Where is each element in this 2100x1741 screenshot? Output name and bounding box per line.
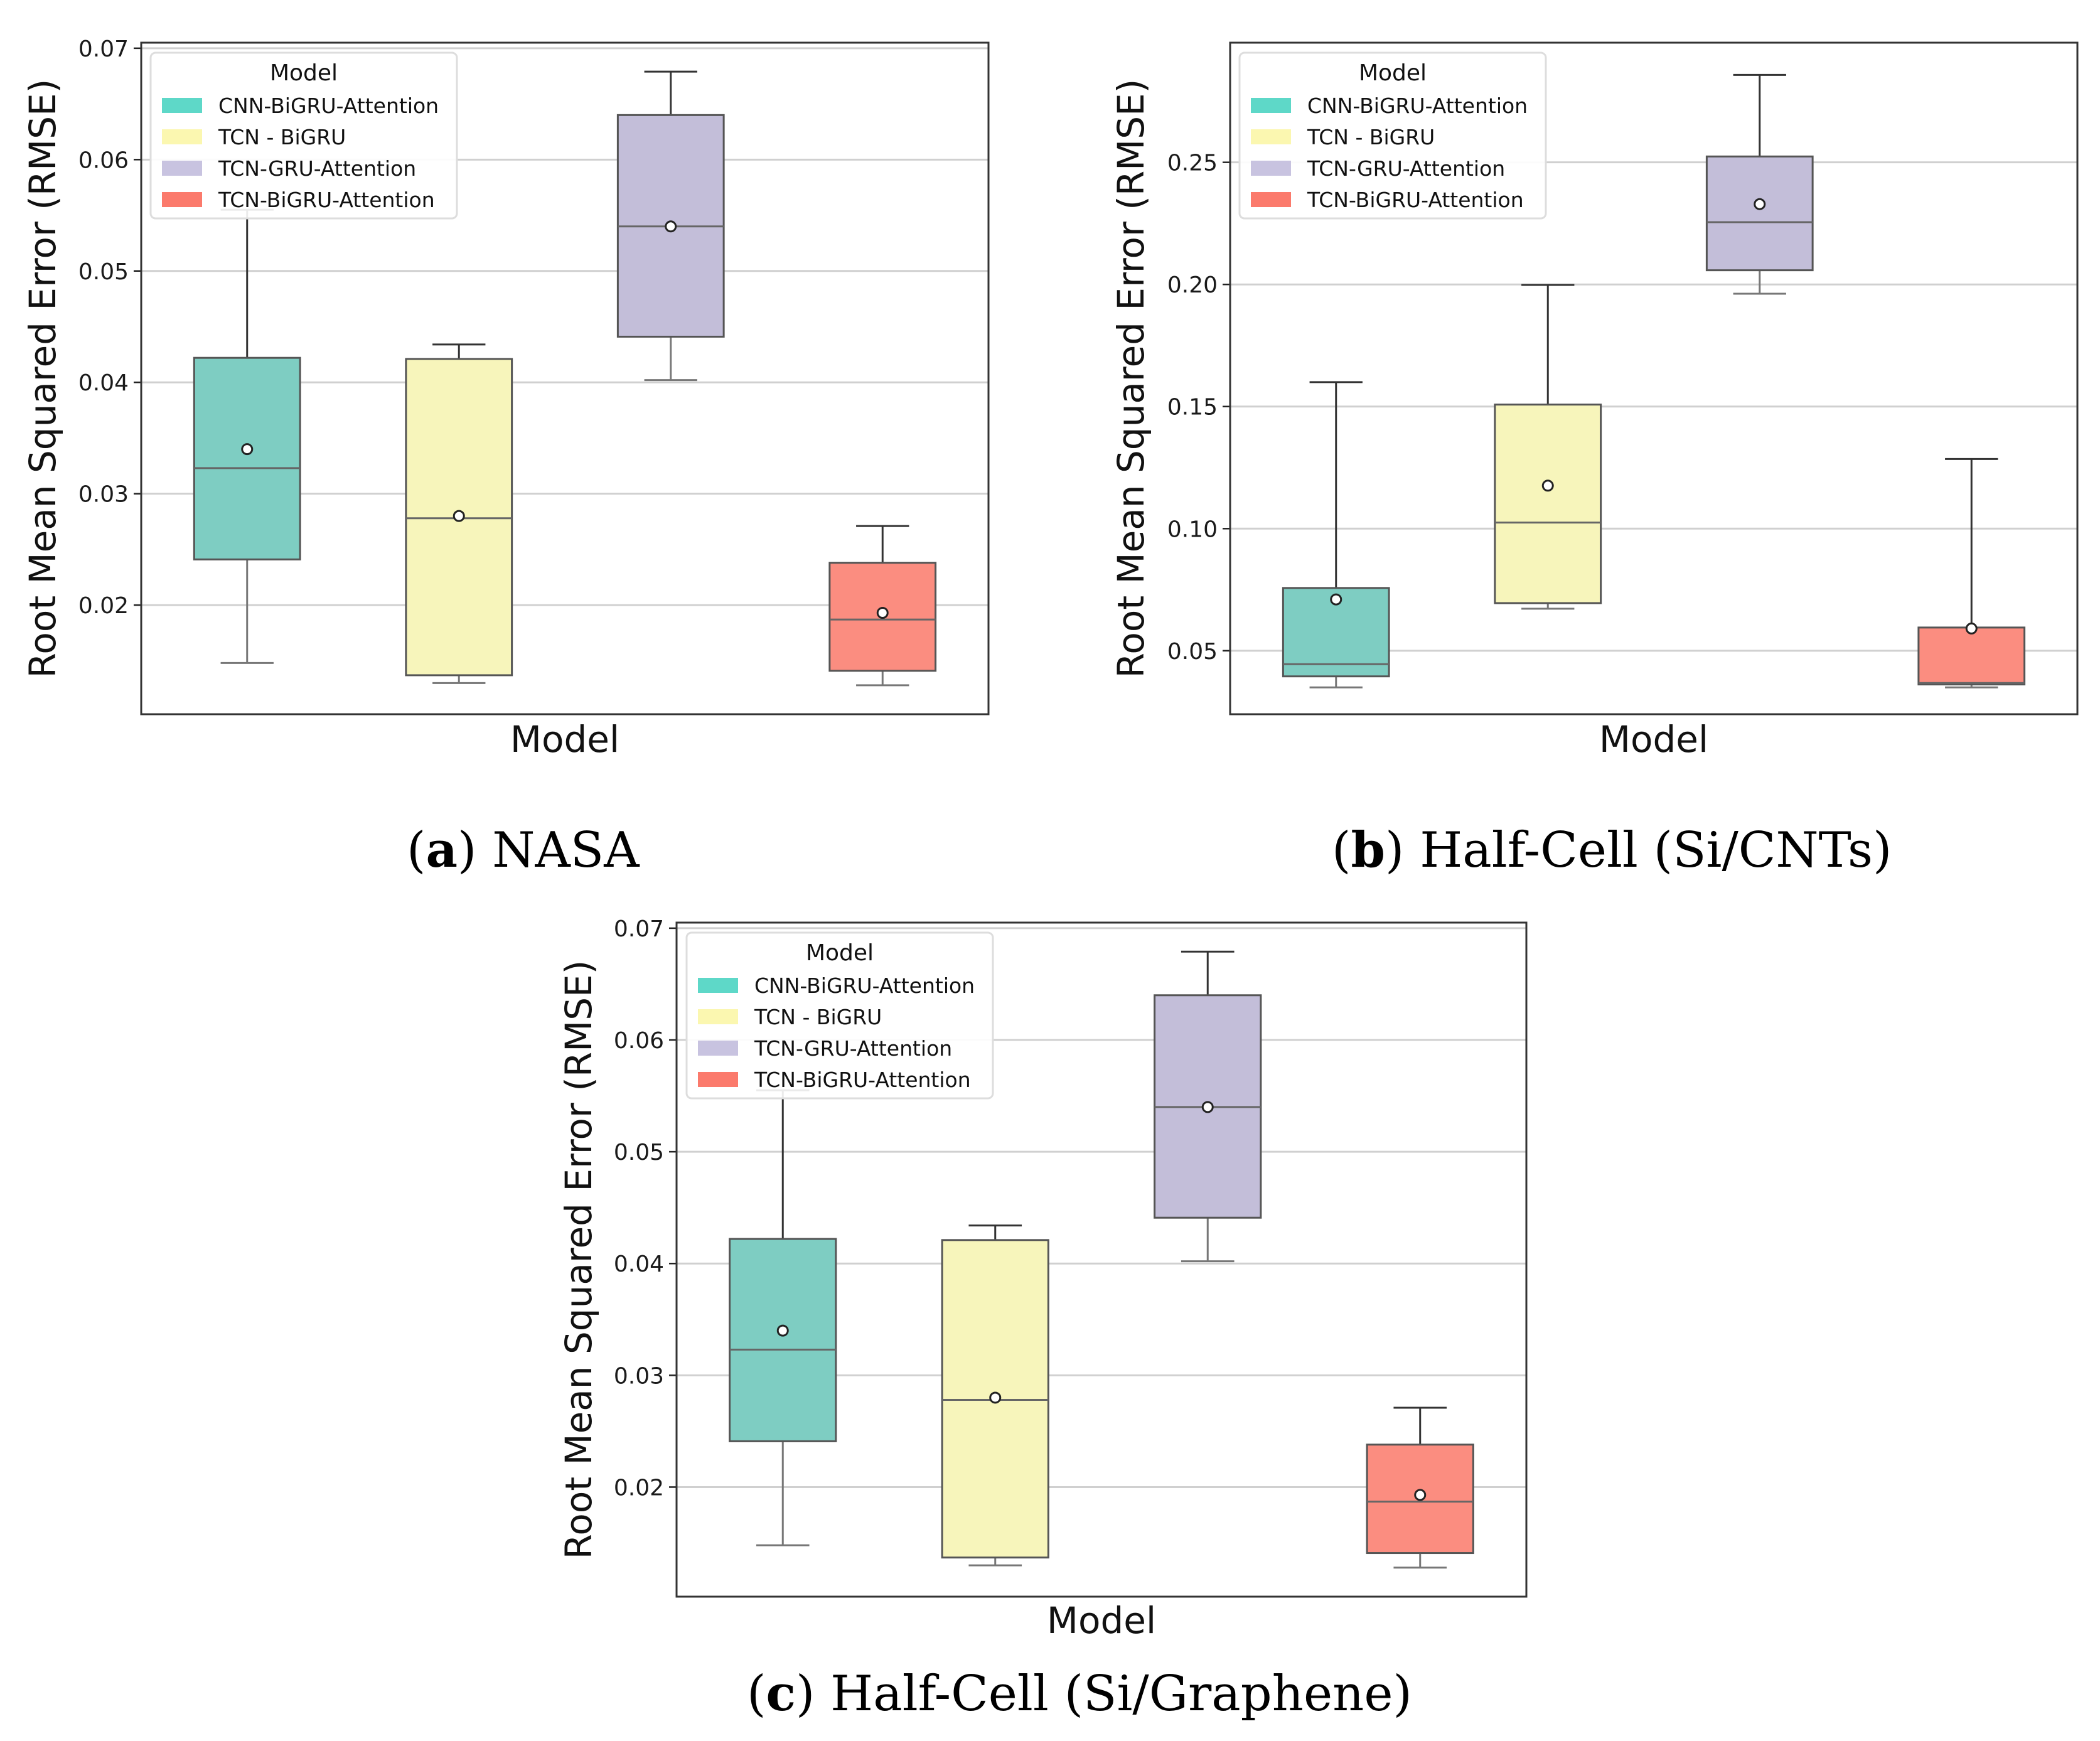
- y-tick-label: 0.20: [1167, 272, 1218, 298]
- mean-marker: [665, 220, 677, 233]
- legend-swatch: [698, 1009, 738, 1024]
- chart-panel-b: 0.05 0.10 0.15 0.20 0.25 Model Root Mean Squar…: [1110, 41, 2079, 761]
- mean-marker: [876, 607, 889, 619]
- legend-title: Model: [270, 60, 338, 86]
- y-tick-label: 0.10: [1167, 517, 1218, 542]
- legend-entry-label: CNN-BiGRU-Attention: [218, 94, 439, 118]
- y-tick-label: 0.06: [614, 1028, 664, 1054]
- box-tcn-gru-attention: [1154, 950, 1262, 1263]
- box-tcn-bigru-attention: [1366, 1406, 1474, 1569]
- y-tick-label: 0.15: [1167, 395, 1218, 421]
- box-iqr: [1494, 404, 1602, 604]
- y-tick-label: 0.03: [78, 482, 129, 508]
- y-axis-label: Root Mean Squared Error (RMSE): [21, 79, 64, 678]
- mean-marker: [1965, 622, 1978, 635]
- box-cnn-bigru-attention: [729, 1089, 837, 1546]
- box-cnn-bigru-attention: [1282, 381, 1390, 688]
- box-tcn-bigru-attention: [1917, 458, 2026, 688]
- plot-frame: [1229, 41, 2079, 715]
- caption-panel-b: (b) Half-Cell (Si/CNTs): [1332, 822, 1892, 879]
- legend-title: Model: [1359, 60, 1427, 86]
- x-axis-label: Model: [1599, 718, 1708, 761]
- y-tick-label: 0.05: [614, 1140, 664, 1165]
- box-cnn-bigru-attention: [193, 208, 301, 664]
- y-tick-label: 0.02: [78, 593, 129, 619]
- legend-swatch: [162, 192, 202, 207]
- legend-entry-label: TCN - BiGRU: [1307, 125, 1435, 149]
- y-tick-label: 0.06: [78, 147, 129, 173]
- mean-marker: [1541, 479, 1554, 492]
- legend-entry-label: TCN - BiGRU: [754, 1005, 882, 1029]
- box-iqr: [1705, 155, 1814, 272]
- mean-marker: [776, 1324, 789, 1337]
- legend-entry-label: CNN-BiGRU-Attention: [754, 973, 975, 998]
- box-tcn-bigru: [1494, 284, 1602, 610]
- mean-marker: [1414, 1489, 1427, 1501]
- legend-entry-label: TCN-BiGRU-Attention: [218, 188, 435, 212]
- box-tcn-gru-attention: [616, 70, 725, 382]
- mean-marker: [1754, 198, 1766, 210]
- legend-entry-label: TCN-GRU-Attention: [1307, 156, 1505, 181]
- legend-frame: [685, 931, 994, 1100]
- legend: Model CNN-BiGRU-Attention TCN - BiGRU TCN-G…: [685, 931, 994, 1100]
- box-tcn-bigru: [405, 343, 513, 684]
- legend-swatch: [1251, 129, 1291, 144]
- chart-panel-c: 0.02 0.03 0.04 0.05 0.06 0.07 Model Root Mean S…: [557, 916, 1528, 1642]
- y-tick-label: 0.04: [78, 370, 129, 396]
- chart-panel-a: 0.02 0.03 0.04 0.05 0.06 0.07 Model Root Mean S…: [21, 36, 990, 761]
- y-tick-label: 0.25: [1167, 151, 1218, 176]
- legend-swatch: [162, 98, 202, 113]
- y-tick-label: 0.07: [614, 916, 664, 942]
- legend: Model CNN-BiGRU-Attention TCN - BiGRU TCN-G…: [149, 51, 458, 220]
- x-axis-label: Model: [510, 718, 619, 761]
- legend-swatch: [698, 1041, 738, 1056]
- legend-entry-label: CNN-BiGRU-Attention: [1307, 94, 1528, 118]
- caption-panel-c: (c) Half-Cell (Si/Graphene): [747, 1665, 1412, 1722]
- y-tick-label: 0.02: [614, 1475, 664, 1501]
- legend-swatch: [698, 978, 738, 993]
- legend-entry-label: TCN - BiGRU: [218, 125, 346, 149]
- legend-swatch: [1251, 161, 1291, 176]
- y-axis-label: Root Mean Squared Error (RMSE): [557, 960, 600, 1560]
- y-tick-label: 0.04: [614, 1251, 664, 1277]
- box-tcn-bigru: [941, 1224, 1049, 1567]
- y-tick-label: 0.05: [1167, 639, 1218, 665]
- caption-panel-a: (a) NASA: [407, 822, 640, 879]
- box-iqr: [729, 1238, 837, 1442]
- legend-title: Model: [806, 940, 874, 966]
- legend-swatch: [162, 129, 202, 144]
- plot-frame: [140, 41, 990, 715]
- mean-marker: [989, 1391, 1002, 1404]
- legend-swatch: [1251, 192, 1291, 207]
- legend-swatch: [1251, 98, 1291, 113]
- legend-entry-label: TCN-BiGRU-Attention: [754, 1068, 971, 1092]
- legend-frame: [1238, 51, 1547, 220]
- legend-swatch: [162, 161, 202, 176]
- box-tcn-bigru-attention: [828, 525, 937, 687]
- legend-entry-label: TCN-BiGRU-Attention: [1307, 188, 1524, 212]
- mean-marker: [1330, 593, 1342, 606]
- legend-entry-label: TCN-GRU-Attention: [754, 1036, 952, 1061]
- box-iqr: [193, 356, 301, 560]
- mean-marker: [241, 443, 254, 456]
- y-axis-label: Root Mean Squared Error (RMSE): [1110, 79, 1152, 678]
- legend-swatch: [698, 1072, 738, 1087]
- plot-frame: [675, 921, 1528, 1598]
- mean-marker: [453, 510, 465, 522]
- mean-marker: [1201, 1101, 1214, 1113]
- y-tick-label: 0.03: [614, 1363, 664, 1389]
- x-axis-label: Model: [1047, 1599, 1156, 1642]
- legend-frame: [149, 51, 458, 220]
- y-tick-label: 0.05: [78, 259, 129, 285]
- box-tcn-gru-attention: [1705, 73, 1814, 295]
- y-tick-label: 0.07: [78, 36, 129, 62]
- box-iqr: [1917, 626, 2026, 686]
- legend: Model CNN-BiGRU-Attention TCN - BiGRU TCN-G…: [1238, 51, 1547, 220]
- legend-entry-label: TCN-GRU-Attention: [218, 156, 416, 181]
